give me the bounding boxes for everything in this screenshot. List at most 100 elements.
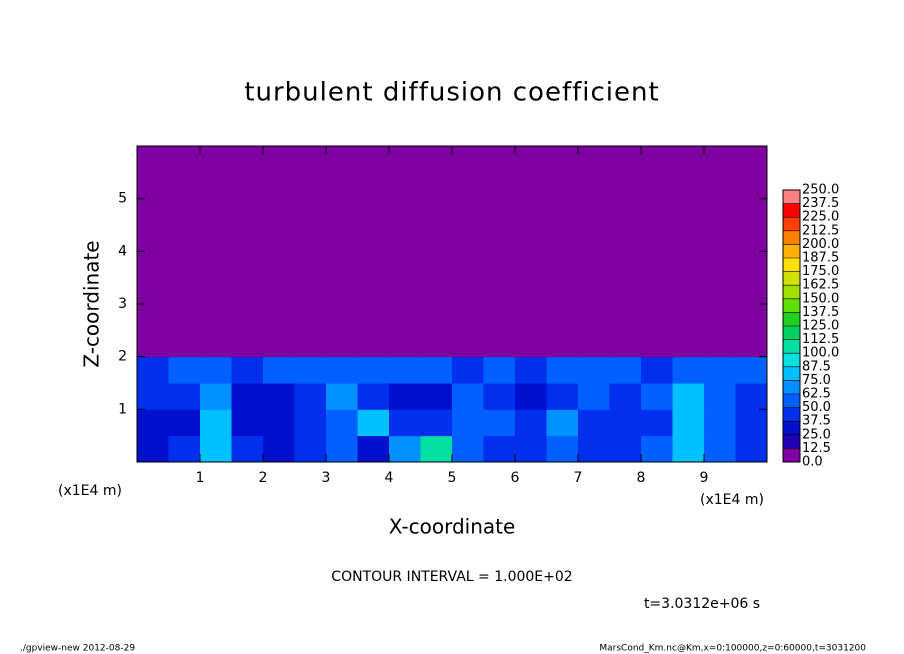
x-tick-label: 2 bbox=[259, 470, 268, 486]
heat-cell bbox=[420, 225, 453, 252]
heat-cell bbox=[389, 198, 421, 226]
heat-cell bbox=[231, 277, 264, 305]
heat-cell bbox=[515, 198, 547, 226]
heat-cell bbox=[578, 383, 610, 410]
heat-cell bbox=[231, 172, 264, 200]
heat-cell bbox=[578, 225, 610, 252]
heat-cell bbox=[609, 330, 642, 358]
heat-cell bbox=[609, 251, 642, 279]
heat-cell bbox=[483, 172, 516, 200]
x-tick-label: 7 bbox=[574, 470, 583, 486]
heat-cell bbox=[546, 356, 579, 384]
heat-cell bbox=[452, 383, 484, 410]
heat-cell bbox=[641, 198, 673, 226]
x-tick-label: 9 bbox=[700, 470, 709, 486]
heat-cell bbox=[231, 383, 264, 410]
heat-cell bbox=[546, 251, 579, 279]
heat-cell bbox=[483, 356, 516, 384]
colorbar-label: 62.5 bbox=[802, 387, 831, 402]
heat-cell bbox=[546, 172, 579, 200]
colorbar-swatch bbox=[783, 448, 800, 462]
heat-cell bbox=[704, 435, 736, 463]
heat-cell bbox=[200, 251, 232, 279]
heat-cell bbox=[168, 146, 201, 173]
colorbar-swatch bbox=[783, 312, 800, 326]
time-label: t=3.0312e+06 s bbox=[644, 596, 760, 612]
heat-cell bbox=[483, 304, 516, 331]
heat-cell bbox=[735, 198, 768, 226]
heat-cell bbox=[483, 198, 516, 226]
heat-cell bbox=[326, 409, 358, 437]
heat-cell bbox=[704, 304, 736, 331]
heat-cell bbox=[294, 277, 327, 305]
heat-cell bbox=[641, 330, 673, 358]
heat-cell bbox=[200, 409, 232, 437]
heat-cell bbox=[609, 409, 642, 437]
heat-cell bbox=[483, 435, 516, 463]
heat-cell bbox=[735, 356, 768, 384]
heat-cell bbox=[200, 435, 232, 463]
heat-cell bbox=[168, 435, 201, 463]
heat-cell bbox=[609, 435, 642, 463]
heat-cell bbox=[231, 251, 264, 279]
heat-cell bbox=[578, 198, 610, 226]
colorbar-label: 212.5 bbox=[802, 223, 839, 238]
heat-cell bbox=[200, 356, 232, 384]
heat-cell bbox=[578, 356, 610, 384]
heat-cell bbox=[704, 198, 736, 226]
heat-cell bbox=[389, 225, 421, 252]
heat-cell bbox=[263, 198, 295, 226]
heat-cell bbox=[641, 277, 673, 305]
colorbar-swatch bbox=[783, 203, 800, 218]
heat-cell bbox=[672, 356, 705, 384]
heat-cell bbox=[515, 409, 547, 437]
heat-cell bbox=[420, 172, 453, 200]
heat-cell bbox=[137, 172, 169, 200]
colorbar-swatch bbox=[783, 217, 800, 231]
heat-cell bbox=[200, 330, 232, 358]
heat-cell bbox=[546, 225, 579, 252]
heat-cell bbox=[483, 277, 516, 305]
heat-cell bbox=[263, 435, 295, 463]
colorbar-label: 75.0 bbox=[802, 373, 831, 388]
heat-cell bbox=[294, 409, 327, 437]
heat-cell bbox=[609, 225, 642, 252]
colorbar-label: 125.0 bbox=[802, 319, 839, 334]
heat-cell bbox=[389, 172, 421, 200]
x-tick-label: 4 bbox=[385, 470, 394, 486]
colorbar-label: 175.0 bbox=[802, 264, 839, 279]
heat-cell bbox=[704, 330, 736, 358]
heat-cell bbox=[452, 225, 484, 252]
heat-cell bbox=[546, 198, 579, 226]
footer-right: MarsCond_Km.nc@Km,x=0:100000,z=0:60000,t… bbox=[599, 644, 866, 654]
heat-cell bbox=[168, 172, 201, 200]
colorbar-swatch bbox=[783, 421, 800, 435]
heat-cell bbox=[515, 435, 547, 463]
heat-cell bbox=[641, 356, 673, 384]
heat-cell bbox=[672, 251, 705, 279]
colorbar-swatch bbox=[783, 407, 800, 422]
heat-cell bbox=[483, 251, 516, 279]
colorbar-swatch bbox=[783, 298, 800, 313]
colorbar-label: 250.0 bbox=[802, 183, 839, 198]
heat-cell bbox=[294, 304, 327, 331]
heat-cell bbox=[704, 251, 736, 279]
chart-title: turbulent diffusion coefficient bbox=[244, 78, 659, 108]
heat-cell bbox=[294, 356, 327, 384]
heat-cell bbox=[231, 356, 264, 384]
heat-cell bbox=[137, 409, 169, 437]
heat-cell bbox=[200, 198, 232, 226]
colorbar-label: 87.5 bbox=[802, 359, 831, 374]
x-tick-label: 1 bbox=[196, 470, 205, 486]
heat-cell bbox=[546, 277, 579, 305]
heat-cell bbox=[546, 304, 579, 331]
heat-cell bbox=[546, 330, 579, 358]
contour-note: CONTOUR INTERVAL = 1.000E+02 bbox=[331, 569, 572, 585]
heat-cell bbox=[515, 277, 547, 305]
heat-cell bbox=[609, 277, 642, 305]
heat-cell bbox=[452, 304, 484, 331]
colorbar-label: 25.0 bbox=[802, 427, 831, 442]
heat-cell bbox=[515, 225, 547, 252]
heat-cell bbox=[609, 356, 642, 384]
